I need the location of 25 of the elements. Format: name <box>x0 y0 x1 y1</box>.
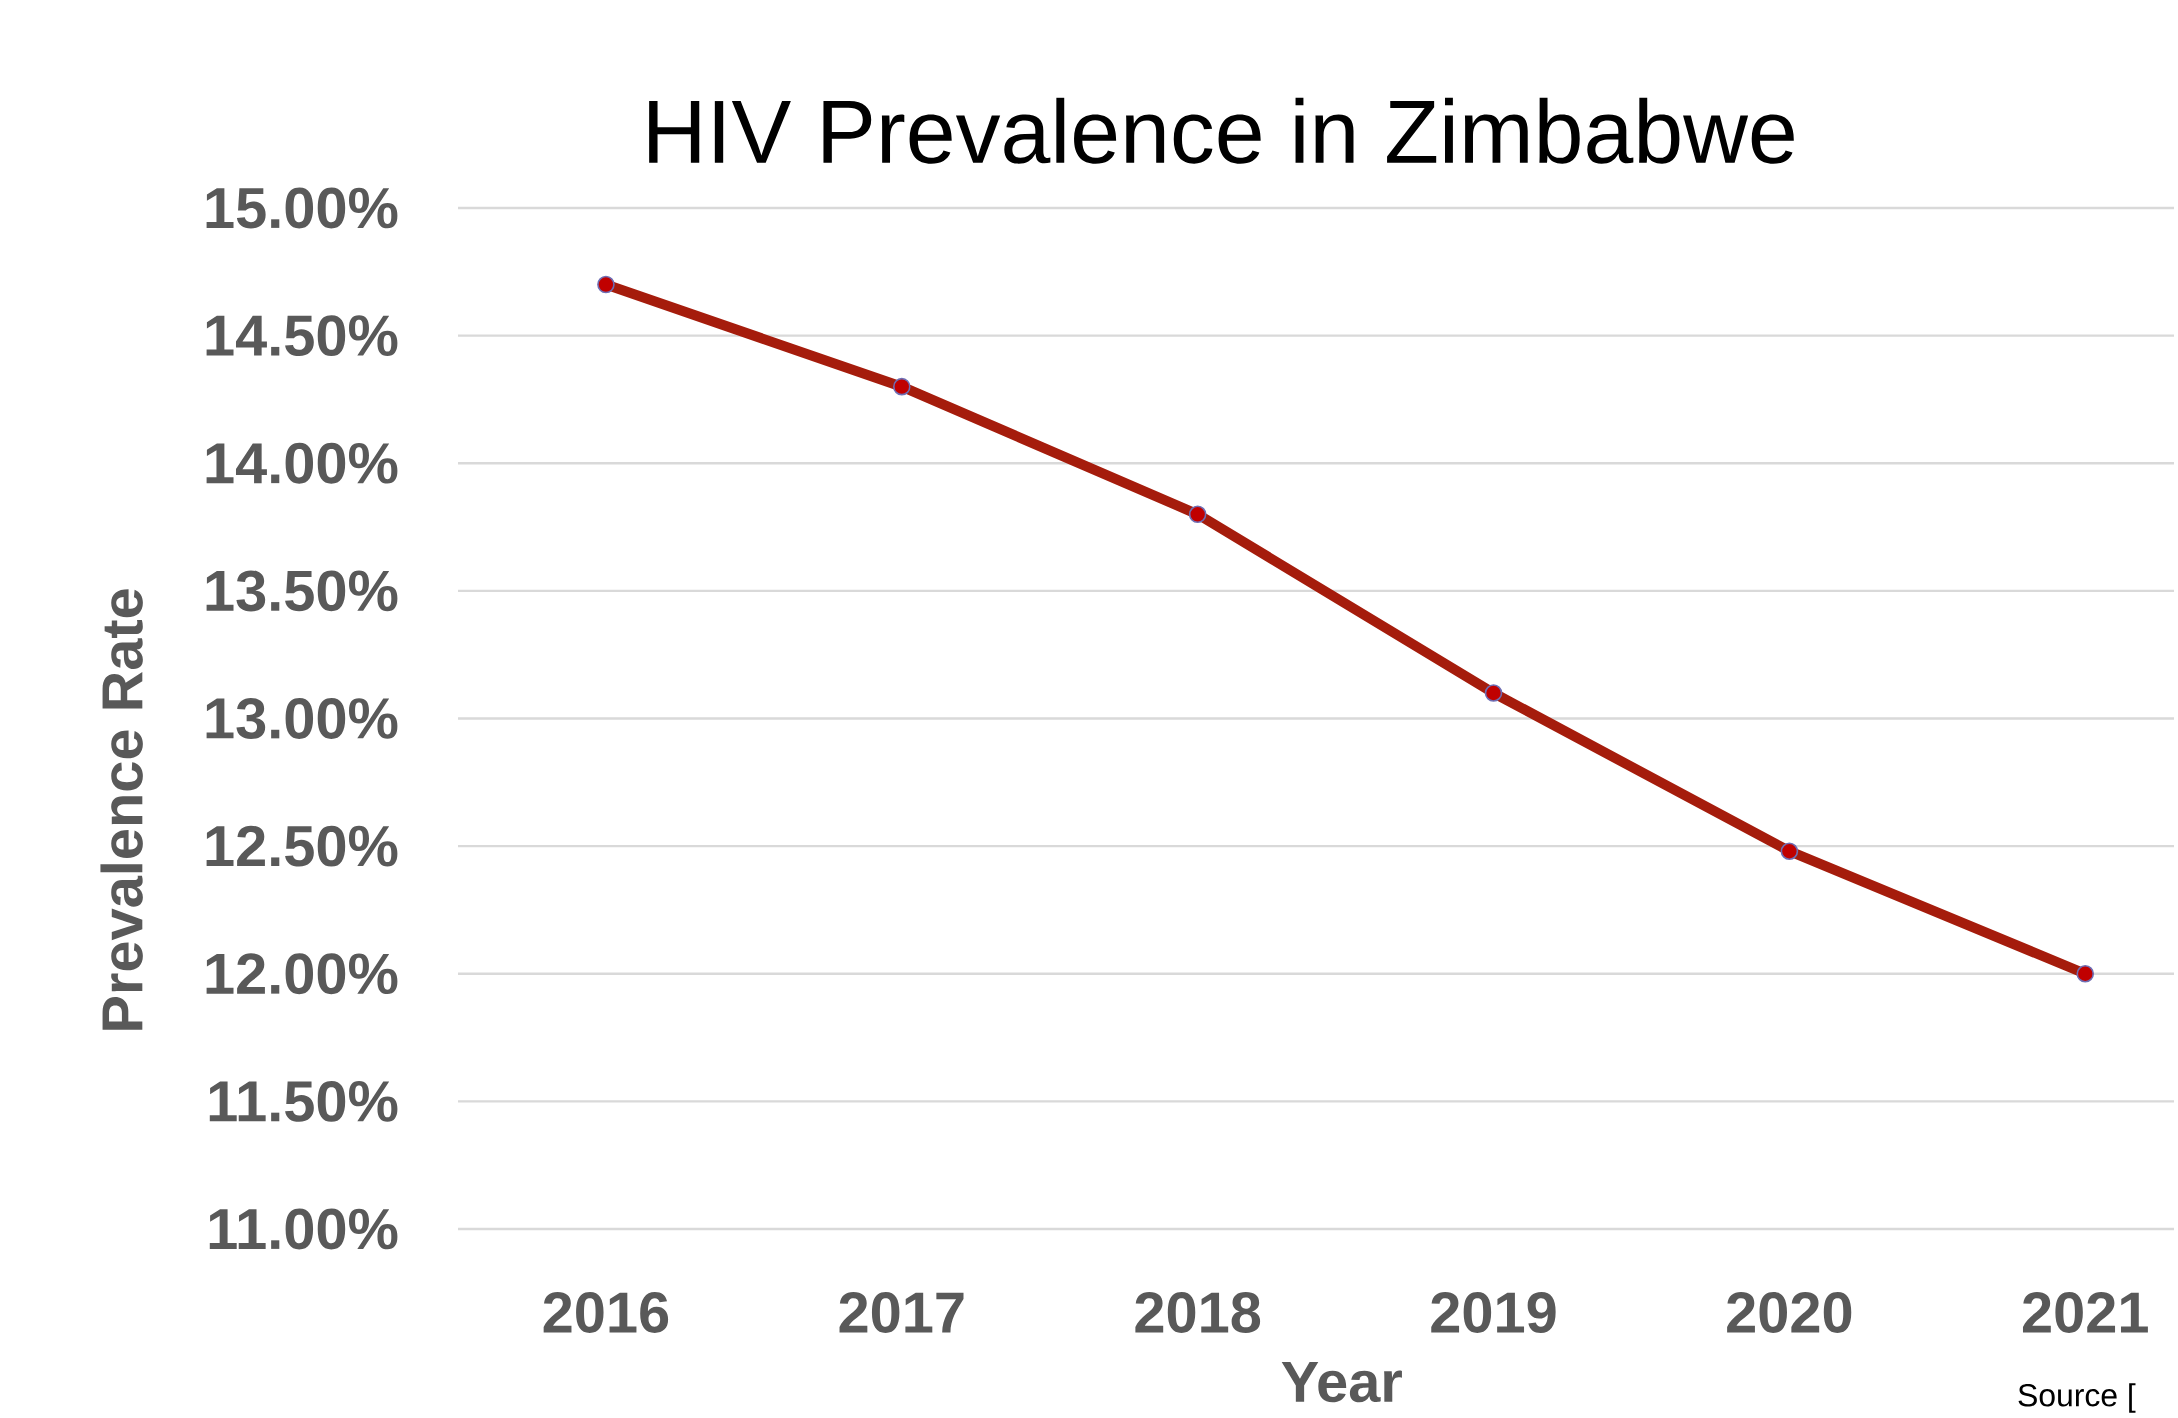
y-tick-label: 11.50% <box>209 1080 398 1122</box>
x-tick-label: 2020 <box>1727 1292 1852 1333</box>
point <box>1188 505 1207 524</box>
y-tick-label: 11.00% <box>209 1208 398 1250</box>
y-tick-label: 13.00% <box>206 698 398 739</box>
y-tick-label: 12.50% <box>206 825 398 867</box>
point <box>893 377 911 396</box>
y-axis-title: Prevalence Rate <box>100 589 143 1030</box>
y-tick-label: 15.00% <box>206 187 398 229</box>
y-tick-label: 14.50% <box>206 315 398 357</box>
y-tick-label: 12.00% <box>206 953 398 995</box>
point <box>1484 684 1503 702</box>
source-note: Source [ <box>2018 1383 2136 1413</box>
x-axis-title: Year <box>1281 1361 1402 1403</box>
point <box>597 275 615 294</box>
x-tick-label: 2019 <box>1431 1292 1556 1333</box>
x-tick-label: 2021 <box>2022 1292 2148 1333</box>
chart-title: HIV Prevalence in Zimbabwe <box>649 97 1794 164</box>
x-tick-label: 2017 <box>839 1292 964 1333</box>
y-tick-label: 14.00% <box>206 442 398 484</box>
point <box>1780 842 1799 861</box>
point <box>2076 964 2095 983</box>
x-tick-label: 2018 <box>1135 1292 1261 1333</box>
x-tick-label: 2016 <box>543 1292 669 1333</box>
y-tick-label: 13.50% <box>206 570 398 612</box>
